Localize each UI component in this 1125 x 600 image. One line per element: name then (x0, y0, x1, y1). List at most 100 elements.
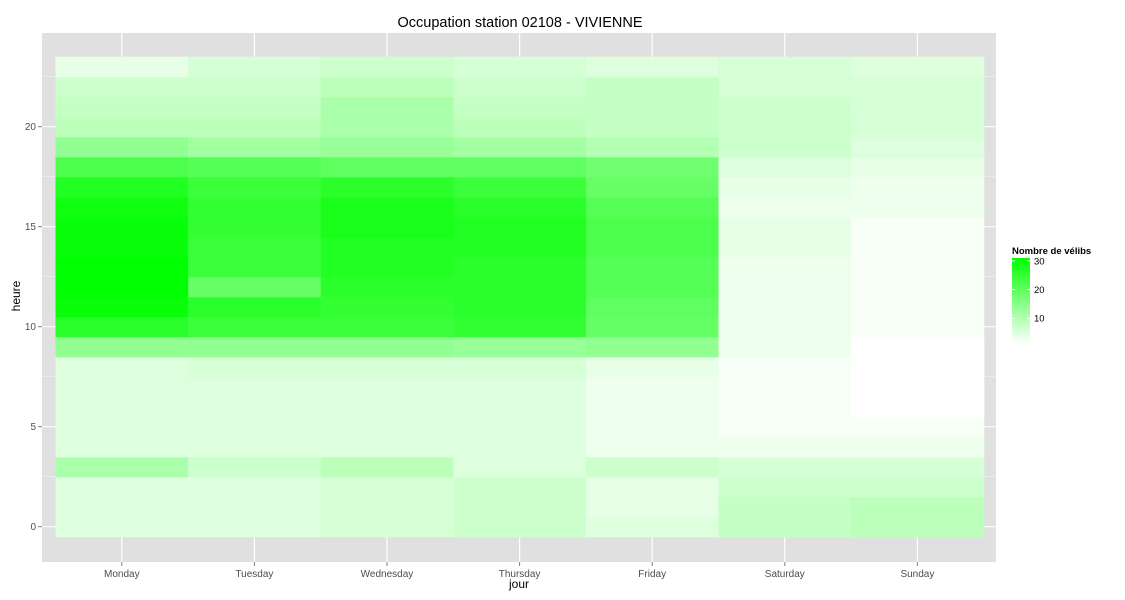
heatmap-tile (453, 356, 587, 378)
heatmap-tile (453, 296, 587, 318)
heatmap-tile (585, 96, 720, 118)
heatmap-tile (188, 116, 322, 138)
heatmap-tile (453, 56, 587, 78)
heatmap-tile (718, 516, 852, 538)
heatmap-tile (585, 296, 720, 318)
heatmap-tile (55, 116, 189, 138)
heatmap-tile (851, 96, 985, 118)
heatmap-tile (851, 416, 985, 438)
heatmap-tile (320, 256, 454, 278)
heatmap-tile (320, 296, 454, 318)
heatmap-tile (453, 96, 587, 118)
heatmap-tile (453, 396, 587, 418)
heatmap-tile (718, 456, 852, 478)
heatmap-tile (320, 56, 454, 78)
heatmap-tile (718, 396, 852, 418)
heatmap-tile (55, 396, 189, 418)
heatmap-tile (851, 496, 985, 518)
heatmap-tile (718, 76, 852, 98)
heatmap-tile (453, 496, 587, 518)
heatmap-tile (188, 176, 322, 198)
heatmap-tile (585, 356, 720, 378)
heatmap-tile (851, 216, 985, 238)
heatmap-tile (320, 336, 454, 358)
heatmap-tile (718, 156, 852, 178)
heatmap-tile (453, 336, 587, 358)
heatmap-tile (188, 316, 322, 338)
heatmap-tile (453, 476, 587, 498)
heatmap-tile (320, 136, 454, 158)
y-axis-title: heure (9, 280, 23, 312)
heatmap-tile (851, 436, 985, 458)
heatmap-tile (55, 256, 189, 278)
heatmap-tile (55, 456, 189, 478)
heatmap-tile (585, 316, 720, 338)
heatmap-tile (585, 476, 720, 498)
heatmap-tile (55, 136, 189, 158)
heatmap-tile (320, 236, 454, 258)
chart-title: Occupation station 02108 - VIVIENNE (397, 15, 643, 31)
heatmap-tile (320, 516, 454, 538)
heatmap-tile (55, 176, 189, 198)
heatmap-tile (55, 496, 189, 518)
heatmap-tile (55, 216, 189, 238)
heatmap-tile (188, 416, 322, 438)
heatmap-tile (188, 276, 322, 298)
heatmap-tile (188, 476, 322, 498)
heatmap-tile (55, 236, 189, 258)
heatmap-tile (585, 376, 720, 398)
heatmap-tile (55, 276, 189, 298)
heatmap-tile (188, 496, 322, 518)
heatmap-tile (320, 196, 454, 218)
heatmap-tile (718, 316, 852, 338)
heatmap-tile (718, 476, 852, 498)
heatmap-tile (188, 196, 322, 218)
heatmap-tile (851, 336, 985, 358)
heatmap-tile (188, 336, 322, 358)
heatmap-tile (320, 416, 454, 438)
heatmap-tile (585, 396, 720, 418)
heatmap-tile (55, 296, 189, 318)
heatmap-tile (851, 376, 985, 398)
heatmap-tile (453, 116, 587, 138)
heatmap-tile (320, 376, 454, 398)
heatmap-tile (718, 496, 852, 518)
heatmap-tile (320, 216, 454, 238)
heatmap-tile (585, 136, 720, 158)
legend-colorbar (1012, 258, 1030, 344)
heatmap-tile (453, 136, 587, 158)
heatmap-tile (188, 156, 322, 178)
x-tick-label: Saturday (765, 569, 805, 580)
heatmap-tile (188, 96, 322, 118)
heatmap-tile (718, 416, 852, 438)
heatmap-tile (585, 336, 720, 358)
heatmap-tile (851, 276, 985, 298)
y-tick-label: 5 (30, 422, 36, 433)
heatmap-tile (320, 496, 454, 518)
heatmap-tile (585, 76, 720, 98)
y-tick-label: 10 (25, 322, 37, 333)
heatmap-tile (453, 376, 587, 398)
heatmap-tile (585, 196, 720, 218)
heatmap-tile (188, 376, 322, 398)
heatmap-tile (718, 276, 852, 298)
heatmap-tile (585, 276, 720, 298)
heatmap-tile (188, 436, 322, 458)
heatmap-tile (851, 516, 985, 538)
heatmap-tile (851, 156, 985, 178)
heatmap-tile (851, 116, 985, 138)
heatmap-tile (718, 296, 852, 318)
heatmap-tile (718, 196, 852, 218)
heatmap-tile (188, 136, 322, 158)
heatmap-tile (55, 56, 189, 78)
heatmap-tile (320, 316, 454, 338)
heatmap-tile (188, 356, 322, 378)
heatmap-tile (188, 396, 322, 418)
heatmap-tile (55, 316, 189, 338)
heatmap-tile (718, 356, 852, 378)
heatmap-tile (851, 356, 985, 378)
heatmap-tile (453, 516, 587, 538)
heatmap-tile (188, 56, 322, 78)
heatmap-tile (188, 516, 322, 538)
